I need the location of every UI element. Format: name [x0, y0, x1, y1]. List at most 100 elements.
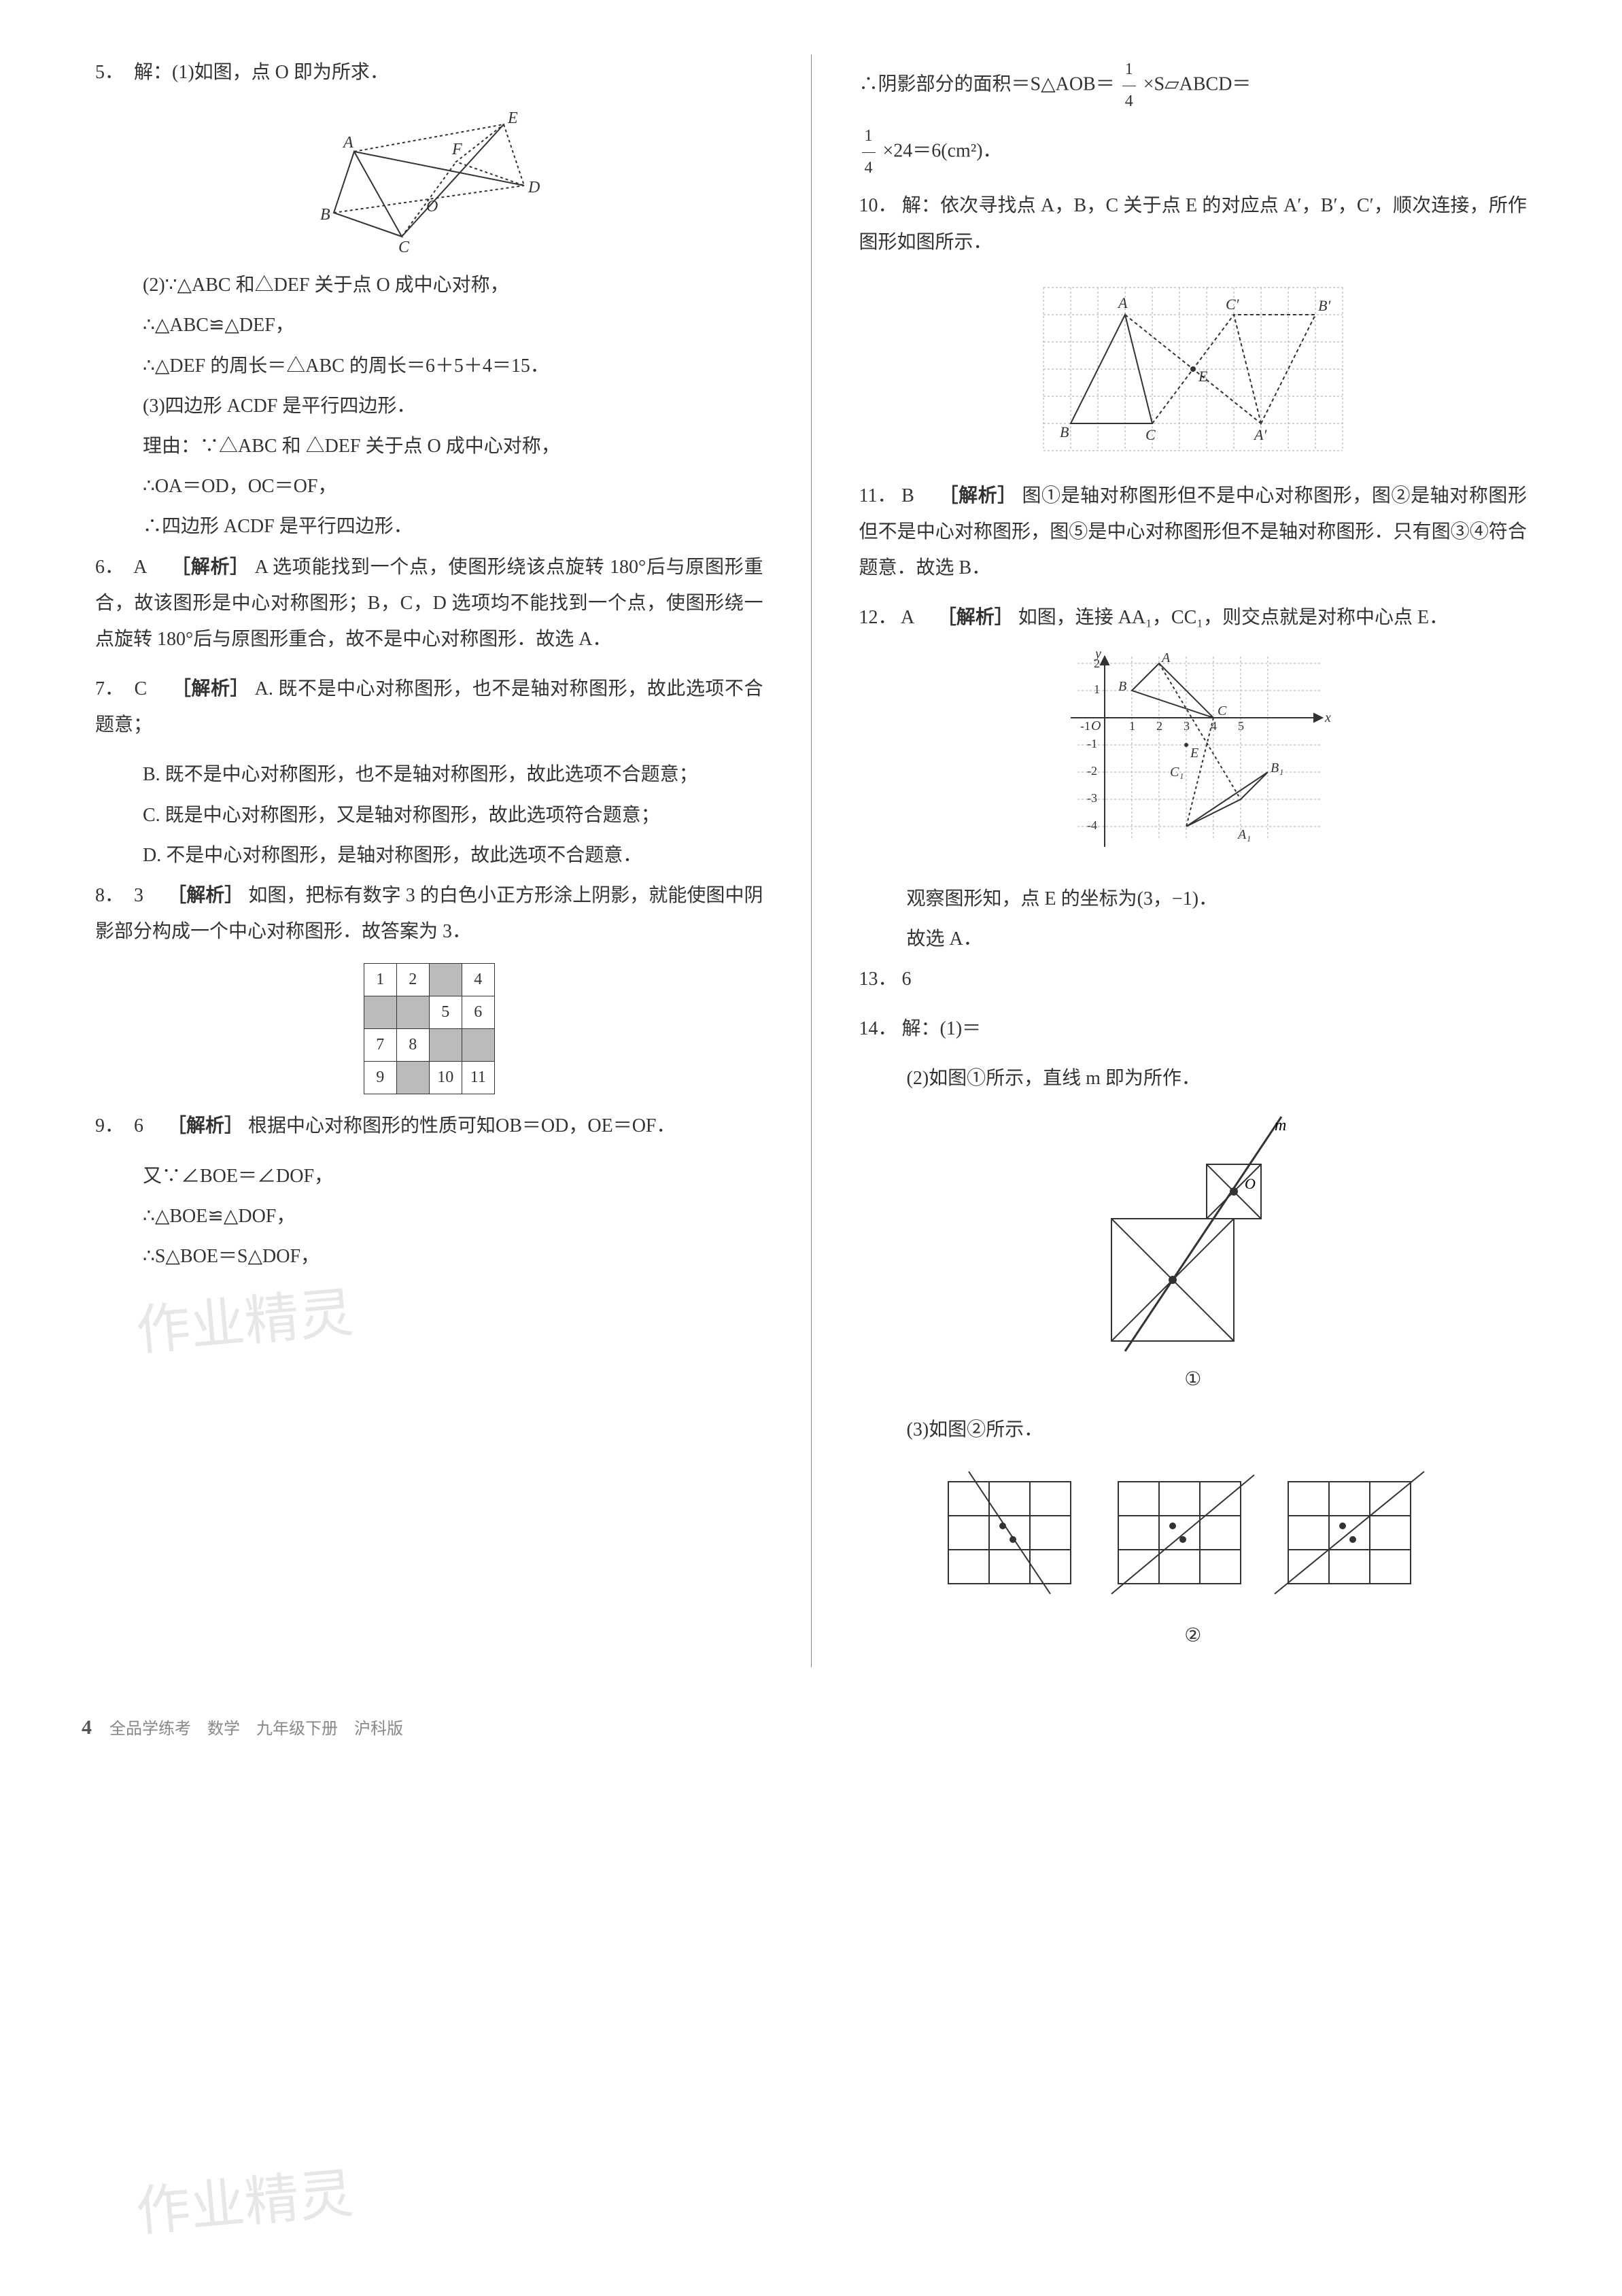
watermark-1: 作业精灵 — [132, 1262, 358, 1383]
question-14: 14． 解：(1)＝ — [859, 1011, 1528, 1047]
svg-text:m: m — [1275, 1117, 1286, 1134]
svg-text:C: C — [1218, 703, 1227, 718]
grid-cell — [429, 964, 462, 996]
question-12: 12． A ［解析］ 如图，连接 AA₁，CC₁，则交点就是对称中心点 E． — [859, 599, 1528, 636]
q8-label: ［解析］ — [167, 885, 243, 906]
grid-cell: 7 — [364, 1029, 396, 1062]
svg-text:E: E — [1198, 368, 1208, 385]
q9-p2: 又∵∠BOE＝∠DOF， — [95, 1158, 763, 1194]
q8-grid: 124567891011 — [95, 963, 763, 1094]
q5-p3b: 理由：∵△ABC 和 △DEF 关于点 O 成中心对称， — [95, 428, 763, 464]
q6-label: ［解析］ — [171, 557, 249, 578]
q5-p2b: ∴△ABC≌△DEF， — [95, 307, 763, 343]
svg-text:B′: B′ — [1318, 297, 1331, 314]
footer-text: 全品学练考 数学 九年级下册 沪科版 — [109, 1720, 403, 1738]
q9-label: ［解析］ — [167, 1115, 243, 1136]
q12-text: 如图，连接 AA₁，CC₁，则交点就是对称中心点 E． — [1018, 607, 1448, 628]
q12-obs: 观察图形知，点 E 的坐标为(3，−1)． — [859, 881, 1528, 917]
q7-pB: B. 既不是中心对称图形，也不是轴对称图形，故此选项不合题意； — [95, 756, 763, 793]
svg-text:C₁: C₁ — [1170, 765, 1184, 780]
q11-num: 11． — [859, 478, 897, 514]
q9-cont-line1: ∴阴影部分的面积＝S△AOB＝ 1 4 ×S▱ABCD＝ — [859, 54, 1528, 117]
grid-cell: 8 — [396, 1029, 429, 1062]
label-E: E — [507, 109, 518, 127]
svg-text:-1: -1 — [1080, 719, 1090, 733]
left-column: 5． 解：(1)如图，点 O 即为所求． A B C D — [82, 54, 777, 1667]
q5-intro: 解：(1)如图，点 O 即为所求． — [134, 62, 389, 83]
grid-cell: 4 — [462, 964, 494, 996]
grid-cell: 1 — [364, 964, 396, 996]
q8-ans: 3 — [134, 885, 143, 906]
label-A: A — [342, 134, 353, 152]
svg-text:O: O — [1245, 1175, 1256, 1192]
svg-text:-2: -2 — [1087, 764, 1097, 778]
grid-cell: 10 — [429, 1062, 462, 1094]
q12-figure: O A B C A₁ B₁ C₁ E x y -1 1 2 3 4 — [859, 650, 1528, 867]
q5-num: 5． — [95, 54, 129, 90]
q7-label: ［解析］ — [172, 678, 249, 699]
grid-cell — [429, 1029, 462, 1062]
column-divider — [811, 54, 812, 1667]
q14-cap1: ① — [859, 1361, 1528, 1397]
question-13: 13． 6 — [859, 961, 1528, 997]
grid-cell — [396, 996, 429, 1029]
grid-cell — [462, 1029, 494, 1062]
svg-text:4: 4 — [1211, 719, 1217, 733]
label-D: D — [528, 179, 540, 196]
svg-text:1: 1 — [1094, 682, 1100, 696]
q14-p3: (3)如图②所示． — [859, 1412, 1528, 1448]
svg-text:C: C — [1145, 426, 1156, 443]
svg-text:B: B — [1060, 423, 1069, 440]
label-B: B — [320, 206, 330, 224]
grid-cell — [364, 996, 396, 1029]
q9c-mid: ×S▱ABCD＝ — [1143, 74, 1252, 95]
label-O: O — [426, 198, 438, 215]
q12-label: ［解析］ — [937, 607, 1014, 628]
q9-text: 根据中心对称图形的性质可知OB＝OD，OE＝OF． — [248, 1115, 675, 1136]
grid-cell — [396, 1062, 429, 1094]
svg-text:O: O — [1091, 718, 1101, 733]
q7-ans: C — [135, 678, 148, 699]
grid-cell: 2 — [396, 964, 429, 996]
q11-label: ［解析］ — [939, 485, 1017, 506]
svg-text:2: 2 — [1156, 719, 1162, 733]
page-footer: 4 全品学练考 数学 九年级下册 沪科版 — [82, 1708, 1540, 1747]
q10-text: 解：依次寻找点 A，B，C 关于点 E 的对应点 A′，B′，C′，顺次连接，所… — [859, 195, 1528, 252]
right-column: ∴阴影部分的面积＝S△AOB＝ 1 4 ×S▱ABCD＝ 1 4 ×24＝6(c… — [846, 54, 1541, 1667]
q12-num: 12． — [859, 599, 897, 636]
question-11: 11． B ［解析］ 图①是轴对称图形但不是中心对称图形，图②是轴对称图形但不是… — [859, 478, 1528, 587]
q14-num: 14． — [859, 1011, 897, 1047]
question-7: 7． C ［解析］ A. 既不是中心对称图形，也不是轴对称图形，故此选项不合题意… — [95, 671, 763, 743]
q14-p2: (2)如图①所示，直线 m 即为所作． — [859, 1060, 1528, 1096]
q12-concl: 故选 A． — [859, 921, 1528, 957]
svg-text:A: A — [1160, 650, 1171, 665]
q5-p3d: ∴四边形 ACDF 是平行四边形． — [95, 508, 763, 544]
q7-num: 7． — [95, 671, 129, 707]
question-8: 8． 3 ［解析］ 如图，把标有数字 3 的白色小正方形涂上阴影，就能使图中阴影… — [95, 877, 763, 950]
q6-ans: A — [133, 557, 146, 578]
svg-text:B: B — [1118, 679, 1126, 694]
svg-text:x: x — [1324, 710, 1331, 725]
svg-text:-4: -4 — [1087, 818, 1097, 832]
svg-text:A: A — [1117, 294, 1128, 311]
svg-text:A′: A′ — [1253, 426, 1267, 443]
frac-1-4-b: 1 4 — [862, 121, 876, 184]
svg-text:A₁: A₁ — [1237, 827, 1251, 842]
question-5: 5． 解：(1)如图，点 O 即为所求． — [95, 54, 763, 90]
svg-text:3: 3 — [1184, 719, 1190, 733]
watermark-2: 作业精灵 — [132, 2142, 358, 2264]
q13-ans: 6 — [902, 969, 912, 990]
q9-ans: 6 — [134, 1115, 143, 1136]
q14-cap2: ② — [859, 1618, 1528, 1654]
grid-cell: 9 — [364, 1062, 396, 1094]
q7-pD: D. 不是中心对称图形，是轴对称图形，故此选项不合题意． — [95, 837, 763, 873]
q9-cont-line2: 1 4 ×24＝6(cm²)． — [859, 121, 1528, 184]
q14-figure-2: ② — [859, 1461, 1528, 1654]
svg-text:-3: -3 — [1087, 791, 1097, 805]
question-9: 9． 6 ［解析］ 根据中心对称图形的性质可知OB＝OD，OE＝OF． — [95, 1108, 763, 1144]
q9-p4: ∴S△BOE＝S△DOF， — [95, 1238, 763, 1274]
q7-pC: C. 既是中心对称图形，又是轴对称图形，故此选项符合题意； — [95, 797, 763, 833]
svg-text:E: E — [1190, 746, 1198, 761]
q9c-end: ×24＝6(cm²)． — [883, 141, 1002, 162]
svg-text:B₁: B₁ — [1271, 761, 1283, 776]
